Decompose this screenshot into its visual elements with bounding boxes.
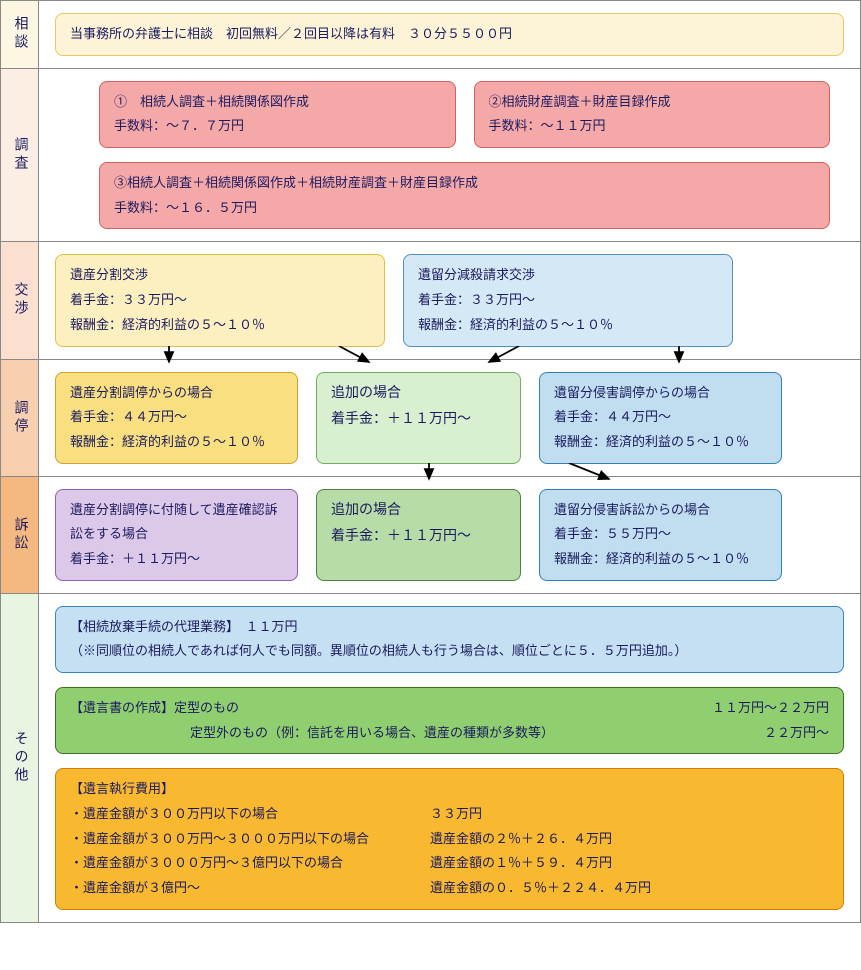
koushou-left: 遺産分割交渉 着手金：３３万円～ 報酬金：経済的利益の５～１０％ [55, 254, 385, 346]
text: ２２万円～ [764, 721, 829, 746]
text: 【遺言書の作成】定型のもの [70, 696, 712, 721]
soshou-mid: 追加の場合 着手金：＋１１万円～ [316, 489, 521, 581]
text: 報酬金：経済的利益の５～１０％ [418, 313, 718, 338]
text: ・遺産金額が３００万円～３０００万円以下の場合 [70, 827, 430, 852]
text: 着手金：４４万円～ [70, 405, 283, 430]
content-soshou: 遺産分割調停に付随して遺産確認訴訟をする場合 着手金：＋１１万円～ 追加の場合 … [39, 477, 860, 593]
text: ②相続財産調査＋財産目録作成 [489, 90, 816, 115]
text: 遺留分減殺請求交渉 [418, 263, 718, 288]
text: 遺産分割交渉 [70, 263, 370, 288]
label-choutei: 調停 [1, 360, 39, 476]
text: ・遺産金額が３００万円以下の場合 [70, 802, 430, 827]
text: 着手金：＋１１万円～ [70, 547, 283, 572]
text: 遺産分割調停に付随して遺産確認訴訟をする場合 [70, 498, 283, 547]
text: ① 相続人調査＋相続関係図作成 [114, 90, 441, 115]
text: 着手金：４４万円～ [554, 405, 767, 430]
row-chousa: 調査 ① 相続人調査＋相続関係図作成 手数料：～７．７万円 ②相続財産調査＋財産… [0, 69, 861, 243]
chousa-box-1: ① 相続人調査＋相続関係図作成 手数料：～７．７万円 [99, 81, 456, 148]
label-koushou: 交渉 [1, 242, 39, 358]
text: 着手金：＋１１万円～ [331, 407, 506, 434]
text: 遺留分侵害訴訟からの場合 [554, 498, 767, 523]
content-soudan: 当事務所の弁護士に相談 初回無料／２回目以降は有料 ３０分５５００円 [39, 1, 860, 68]
text: 報酬金：経済的利益の５～１０％ [554, 430, 767, 455]
choutei-left: 遺産分割調停からの場合 着手金：４４万円～ 報酬金：経済的利益の５～１０％ [55, 372, 298, 464]
sonota-yuigon: 【遺言書の作成】定型のもの１１万円～２２万円 定型外のもの（例：信託を用いる場合… [55, 687, 844, 754]
row-koushou: 交渉 遺産分割交渉 着手金：３３万円～ 報酬金：経済的利益の５～１０％ 遺留分減… [0, 242, 861, 359]
choutei-mid: 追加の場合 着手金：＋１１万円～ [316, 372, 521, 464]
text: 手数料：～７．７万円 [114, 114, 441, 139]
text: 手数料：～１１万円 [489, 114, 816, 139]
row-soudan: 相談 当事務所の弁護士に相談 初回無料／２回目以降は有料 ３０分５５００円 [0, 0, 861, 69]
chousa-box-2: ②相続財産調査＋財産目録作成 手数料：～１１万円 [474, 81, 831, 148]
text: 遺留分侵害調停からの場合 [554, 381, 767, 406]
text: 着手金：３３万円～ [418, 288, 718, 313]
choutei-right: 遺留分侵害調停からの場合 着手金：４４万円～ 報酬金：経済的利益の５～１０％ [539, 372, 782, 464]
text: 報酬金：経済的利益の５～１０％ [554, 547, 767, 572]
label-soudan: 相談 [1, 1, 39, 68]
label-soshou: 訴訟 [1, 477, 39, 593]
text: 追加の場合 [331, 381, 506, 408]
text: 【相続放棄手続の代理業務】 １１万円 [70, 615, 829, 640]
chousa-box-3: ③相続人調査＋相続関係図作成＋相続財産調査＋財産目録作成 手数料：～１６．５万円 [99, 162, 830, 229]
text: 遺産金額の２％＋２６．４万円 [430, 827, 829, 852]
fee-table: 相談 当事務所の弁護士に相談 初回無料／２回目以降は有料 ３０分５５００円 調査… [0, 0, 861, 923]
soudan-box: 当事務所の弁護士に相談 初回無料／２回目以降は有料 ３０分５５００円 [55, 13, 844, 56]
content-choutei: 遺産分割調停からの場合 着手金：４４万円～ 報酬金：経済的利益の５～１０％ 追加… [39, 360, 860, 476]
content-koushou: 遺産分割交渉 着手金：３３万円～ 報酬金：経済的利益の５～１０％ 遺留分減殺請求… [39, 242, 860, 358]
text: 遺産金額の０．５％＋２２４．４万円 [430, 876, 829, 901]
text: 報酬金：経済的利益の５～１０％ [70, 430, 283, 455]
text: 定型外のもの（例：信託を用いる場合、遺産の種類が多数等） [70, 721, 764, 746]
sonota-exec: 【遺言執行費用】 ・遺産金額が３００万円以下の場合３３万円 ・遺産金額が３００万… [55, 768, 844, 909]
label-chousa: 調査 [1, 69, 39, 242]
text: １１万円～２２万円 [712, 696, 829, 721]
soshou-right: 遺留分侵害訴訟からの場合 着手金：５５万円～ 報酬金：経済的利益の５～１０％ [539, 489, 782, 581]
text: ３３万円 [430, 802, 829, 827]
content-chousa: ① 相続人調査＋相続関係図作成 手数料：～７．７万円 ②相続財産調査＋財産目録作… [39, 69, 860, 242]
text: 遺産分割調停からの場合 [70, 381, 283, 406]
text: ・遺産金額が３億円～ [70, 876, 430, 901]
content-sonota: 【相続放棄手続の代理業務】 １１万円 （※同順位の相続人であれば何人でも同額。異… [39, 594, 860, 922]
text: 着手金：３３万円～ [70, 288, 370, 313]
text: ・遺産金額が３０００万円～３億円以下の場合 [70, 851, 430, 876]
text: 遺産金額の１％＋５９．４万円 [430, 851, 829, 876]
text: ③相続人調査＋相続関係図作成＋相続財産調査＋財産目録作成 [114, 171, 815, 196]
soshou-left: 遺産分割調停に付随して遺産確認訴訟をする場合 着手金：＋１１万円～ [55, 489, 298, 581]
text: 追加の場合 [331, 498, 506, 525]
row-choutei: 調停 遺産分割調停からの場合 着手金：４４万円～ 報酬金：経済的利益の５～１０％… [0, 360, 861, 477]
text: （※同順位の相続人であれば何人でも同額。異順位の相続人も行う場合は、順位ごとに５… [70, 639, 829, 664]
text: 着手金：５５万円～ [554, 522, 767, 547]
text: 着手金：＋１１万円～ [331, 524, 506, 551]
text: 手数料：～１６．５万円 [114, 196, 815, 221]
text: 報酬金：経済的利益の５～１０％ [70, 313, 370, 338]
label-sonota: その他 [1, 594, 39, 922]
koushou-right: 遺留分減殺請求交渉 着手金：３３万円～ 報酬金：経済的利益の５～１０％ [403, 254, 733, 346]
row-sonota: その他 【相続放棄手続の代理業務】 １１万円 （※同順位の相続人であれば何人でも… [0, 594, 861, 923]
row-soshou: 訴訟 遺産分割調停に付随して遺産確認訴訟をする場合 着手金：＋１１万円～ 追加の… [0, 477, 861, 594]
text: 【遺言執行費用】 [70, 777, 829, 802]
sonota-houki: 【相続放棄手続の代理業務】 １１万円 （※同順位の相続人であれば何人でも同額。異… [55, 606, 844, 673]
